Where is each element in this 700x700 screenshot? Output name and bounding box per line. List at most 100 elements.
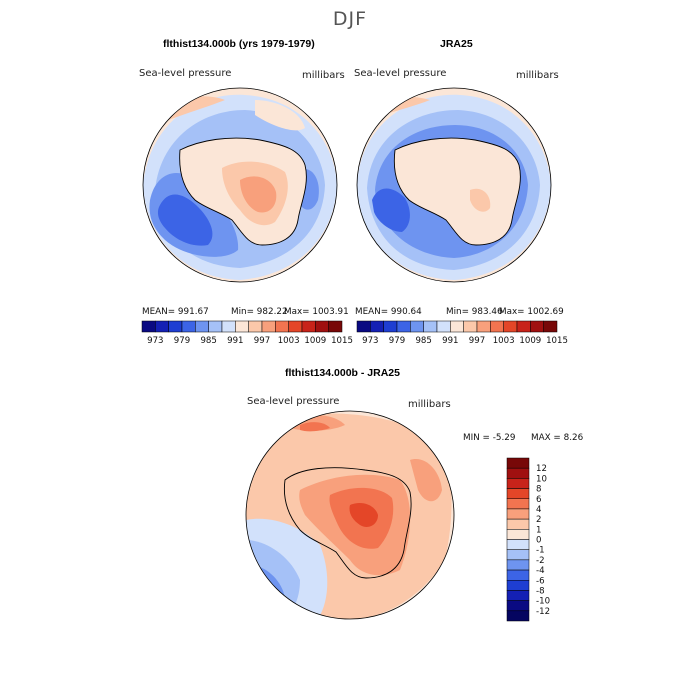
model-slp-map (143, 88, 337, 282)
left-colorbar-tick-label: 997 (254, 336, 270, 346)
difference-colorbar-box (506, 467, 530, 479)
difference-colorbar-tick-label: 6 (536, 495, 541, 505)
difference-max: MAX = 8.26 (531, 433, 584, 443)
right-colorbar-tick-label: 1009 (519, 336, 541, 346)
difference-colorbar-box (506, 498, 530, 510)
left-colorbar-tick-label: 979 (174, 336, 190, 346)
left-colorbar-box (261, 320, 276, 333)
right-colorbar-box (423, 320, 438, 333)
difference-colorbar-box (506, 569, 530, 581)
difference-colorbar-box (506, 559, 530, 571)
left-colorbar-box (248, 320, 263, 333)
difference-colorbar-box (506, 457, 530, 469)
right-colorbar-tick-label: 985 (415, 336, 431, 346)
left-panel-units-label: millibars (302, 70, 345, 81)
difference-colorbar-tick-label: -4 (536, 566, 545, 576)
difference-min: MIN = -5.29 (463, 433, 516, 443)
left-colorbar-box (315, 320, 329, 333)
right-colorbar-box (463, 320, 478, 333)
left-colorbar-tick-label: 991 (227, 336, 243, 346)
right-panel-units-label: millibars (516, 70, 559, 81)
right-colorbar-box (530, 320, 544, 333)
reanalysis-slp-map (357, 88, 551, 282)
left-colorbar-box (155, 320, 169, 333)
difference-colorbar-tick-label: -6 (536, 576, 545, 586)
difference-colorbar-box (506, 508, 530, 520)
left-colorbar-tick-label: 985 (200, 336, 216, 346)
difference-panel-title: flthist134.000b - JRA25 (285, 367, 400, 379)
difference-colorbar-box (506, 600, 530, 612)
difference-colorbar-tick-label: 0 (536, 536, 541, 546)
left-colorbar-box (208, 320, 223, 333)
right-colorbar-box (503, 320, 518, 333)
difference-colorbar-tick-label: 8 (536, 485, 541, 495)
difference-colorbar-tick-label: -12 (536, 607, 550, 617)
right-colorbar-box (356, 320, 371, 333)
right-colorbar-tick-label: 997 (469, 336, 485, 346)
difference-colorbar-tick-label: 10 (536, 474, 547, 484)
difference-colorbar-tick-label: 2 (536, 515, 541, 525)
right-max: Max= 1002.69 (499, 307, 564, 317)
right-colorbar-box (543, 320, 558, 333)
right-colorbar-tick-label: 973 (362, 336, 378, 346)
difference-colorbar-box (506, 539, 530, 550)
right-min: Min= 983.46 (446, 307, 503, 317)
right-colorbar-box (516, 320, 531, 333)
left-colorbar-box (168, 320, 183, 333)
right-colorbar-box (410, 320, 424, 333)
right-colorbar-box (490, 320, 504, 333)
right-colorbar-tick-label: 991 (442, 336, 458, 346)
right-colorbar-box (436, 320, 451, 333)
right-colorbar-box (396, 320, 411, 333)
left-colorbar-box (328, 320, 343, 333)
left-min: Min= 982.22 (231, 307, 288, 317)
difference-colorbar-tick-label: -1 (536, 546, 545, 556)
right-panel-title: JRA25 (440, 38, 473, 50)
difference-colorbar-tick-label: -8 (536, 586, 545, 596)
left-panel-variable-label: Sea-level pressure (139, 68, 232, 79)
left-colorbar-box (195, 320, 209, 333)
difference-units-label: millibars (408, 399, 451, 410)
left-colorbar-box (235, 320, 249, 333)
left-colorbar: 973 979 985 991 997 1003 1009 1015 (141, 320, 353, 346)
right-colorbar-box (476, 320, 491, 333)
difference-colorbar-tick-label: 12 (536, 464, 547, 474)
difference-slp-map (246, 411, 454, 619)
difference-colorbar-box (506, 488, 530, 499)
left-colorbar-box (141, 320, 156, 333)
right-colorbar-tick-label: 1003 (493, 336, 515, 346)
left-colorbar-tick-label: 1009 (304, 336, 326, 346)
right-panel-variable-label: Sea-level pressure (354, 68, 447, 79)
difference-colorbar-box (506, 610, 530, 622)
right-mean: MEAN= 990.64 (355, 307, 422, 317)
left-mean: MEAN= 991.67 (142, 307, 209, 317)
figure-title: DJF (332, 8, 368, 30)
right-colorbar-box (370, 320, 384, 333)
right-colorbar-box (383, 320, 398, 333)
left-colorbar-box (181, 320, 196, 333)
right-colorbar-tick-label: 979 (389, 336, 405, 346)
left-colorbar-tick-label: 973 (147, 336, 163, 346)
difference-colorbar-box (506, 529, 530, 540)
difference-colorbar-tick-label: -2 (536, 556, 545, 566)
left-colorbar-tick-label: 1003 (278, 336, 300, 346)
left-max: Max= 1003.91 (284, 307, 349, 317)
difference-colorbar-tick-label: 4 (536, 505, 541, 515)
right-colorbar: 973 979 985 991 997 1003 1009 1015 (356, 320, 568, 346)
left-colorbar-box (275, 320, 289, 333)
difference-colorbar-tick-label: 1 (536, 525, 541, 535)
difference-variable-label: Sea-level pressure (247, 396, 340, 407)
difference-colorbar-box (506, 478, 530, 489)
left-colorbar-box (288, 320, 303, 333)
difference-colorbar-box (506, 590, 530, 601)
left-panel-title: flthist134.000b (yrs 1979-1979) (163, 38, 315, 50)
difference-colorbar-box (506, 580, 530, 591)
right-colorbar-tick-label: 1015 (546, 336, 568, 346)
left-colorbar-box (221, 320, 236, 333)
left-colorbar-tick-label: 1015 (331, 336, 353, 346)
difference-colorbar-box (506, 518, 530, 530)
difference-colorbar-tick-label: -10 (536, 597, 550, 607)
